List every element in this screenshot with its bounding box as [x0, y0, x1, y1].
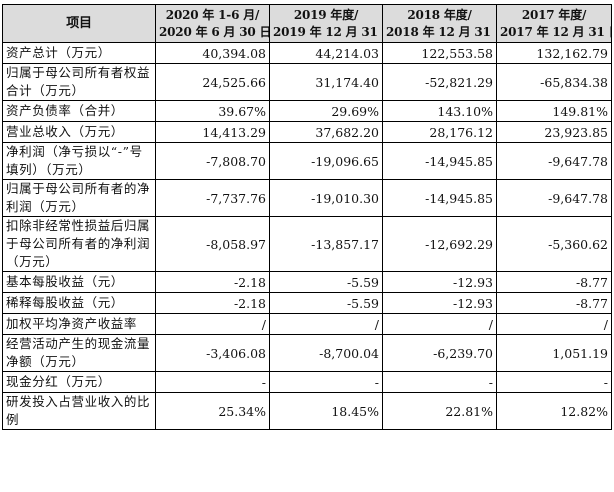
cell-2017: -8.77: [496, 292, 612, 314]
row-label: 稀释每股收益（元）: [2, 292, 156, 314]
cell-2020h1: /: [155, 313, 270, 335]
header-period-label: 2020 年 1-6 月/: [165, 7, 260, 22]
table-row: 净利润（净亏损以“-”号填列）（万元） -7,808.70 -19,096.65…: [2, 142, 612, 180]
row-label: 资产负债率（合并）: [2, 100, 156, 122]
cell-2019: -13,857.17: [269, 216, 383, 272]
table-row: 扣除非经常性损益后归属于母公司所有者的净利润（万元） -8,058.97 -13…: [2, 216, 612, 272]
cell-2019: -: [269, 371, 383, 393]
table-row: 归属于母公司所有者的净利润（万元） -7,737.76 -19,010.30 -…: [2, 179, 612, 217]
cell-2018: -12.93: [382, 292, 497, 314]
cell-2019: -19,010.30: [269, 179, 383, 217]
row-label: 现金分红（万元）: [2, 371, 156, 393]
cell-2017: 23,923.85: [496, 121, 612, 143]
cell-2019: -5.59: [269, 271, 383, 293]
table-row: 稀释每股收益（元） -2.18 -5.59 -12.93 -8.77: [2, 292, 612, 314]
row-label: 营业总收入（万元）: [2, 121, 156, 143]
table-row: 归属于母公司所有者权益合计（万元） 24,525.66 31,174.40 -5…: [2, 63, 612, 101]
cell-2018: 122,553.58: [382, 42, 497, 64]
cell-2020h1: -2.18: [155, 271, 270, 293]
header-date-label: 2018 年 12 月 31 日: [386, 24, 497, 39]
cell-2020h1: -7,808.70: [155, 142, 270, 180]
cell-2017: -9,647.78: [496, 142, 612, 180]
cell-2017: 12.82%: [496, 392, 612, 430]
table-row: 资产负债率（合并） 39.67% 29.69% 143.10% 149.81%: [2, 100, 612, 122]
table-row: 营业总收入（万元） 14,413.29 37,682.20 28,176.12 …: [2, 121, 612, 143]
cell-2019: 37,682.20: [269, 121, 383, 143]
cell-2018: 22.81%: [382, 392, 497, 430]
table-row: 资产总计（万元） 40,394.08 44,214.03 122,553.58 …: [2, 42, 612, 64]
cell-2020h1: -7,737.76: [155, 179, 270, 217]
cell-2017: -65,834.38: [496, 63, 612, 101]
cell-2019: 29.69%: [269, 100, 383, 122]
cell-2018: -52,821.29: [382, 63, 497, 101]
cell-2020h1: -2.18: [155, 292, 270, 314]
cell-2020h1: 25.34%: [155, 392, 270, 430]
cell-2017: -8.77: [496, 271, 612, 293]
header-cell-2019: 2019 年度/ 2019 年 12 月 31 日: [269, 4, 383, 43]
row-label: 归属于母公司所有者的净利润（万元）: [2, 179, 156, 217]
header-date-label: 2017 年 12 月 31 日: [500, 24, 612, 39]
row-label: 基本每股收益（元）: [2, 271, 156, 293]
cell-2018: -6,239.70: [382, 334, 497, 372]
row-label: 净利润（净亏损以“-”号填列）（万元）: [2, 142, 156, 180]
cell-2018: /: [382, 313, 497, 335]
cell-2017: 149.81%: [496, 100, 612, 122]
row-label: 经营活动产生的现金流量净额（万元）: [2, 334, 156, 372]
row-label: 归属于母公司所有者权益合计（万元）: [2, 63, 156, 101]
cell-2017: -5,360.62: [496, 216, 612, 272]
header-cell-item: 项目: [2, 4, 156, 43]
table-header-row: 项目 2020 年 1-6 月/ 2020 年 6 月 30 日 2019 年度…: [2, 4, 612, 43]
cell-2019: 31,174.40: [269, 63, 383, 101]
cell-2017: 1,051.19: [496, 334, 612, 372]
cell-2019: 18.45%: [269, 392, 383, 430]
cell-2019: -19,096.65: [269, 142, 383, 180]
cell-2019: 44,214.03: [269, 42, 383, 64]
cell-2018: 143.10%: [382, 100, 497, 122]
header-date-label: 2020 年 6 月 30 日: [159, 24, 270, 39]
cell-2020h1: 14,413.29: [155, 121, 270, 143]
header-period-label: 2018 年度/: [407, 7, 472, 22]
cell-2018: -14,945.85: [382, 142, 497, 180]
row-label: 加权平均净资产收益率: [2, 313, 156, 335]
cell-2020h1: 39.67%: [155, 100, 270, 122]
header-date-label: 2019 年 12 月 31 日: [273, 24, 383, 39]
cell-2019: /: [269, 313, 383, 335]
table-row: 现金分红（万元） - - - -: [2, 371, 612, 393]
table-row: 经营活动产生的现金流量净额（万元） -3,406.08 -8,700.04 -6…: [2, 334, 612, 372]
header-cell-2020h1: 2020 年 1-6 月/ 2020 年 6 月 30 日: [155, 4, 270, 43]
financial-summary-table: 项目 2020 年 1-6 月/ 2020 年 6 月 30 日 2019 年度…: [2, 4, 612, 430]
table-row: 基本每股收益（元） -2.18 -5.59 -12.93 -8.77: [2, 271, 612, 293]
cell-2018: -12.93: [382, 271, 497, 293]
cell-2020h1: -3,406.08: [155, 334, 270, 372]
cell-2017: /: [496, 313, 612, 335]
cell-2018: 28,176.12: [382, 121, 497, 143]
row-label: 研发投入占营业收入的比例: [2, 392, 156, 430]
cell-2020h1: 24,525.66: [155, 63, 270, 101]
cell-2017: -9,647.78: [496, 179, 612, 217]
row-label: 资产总计（万元）: [2, 42, 156, 64]
cell-2018: -14,945.85: [382, 179, 497, 217]
table-row: 加权平均净资产收益率 / / / /: [2, 313, 612, 335]
cell-2020h1: -8,058.97: [155, 216, 270, 272]
cell-2018: -12,692.29: [382, 216, 497, 272]
header-cell-2017: 2017 年度/ 2017 年 12 月 31 日: [496, 4, 612, 43]
cell-2017: -: [496, 371, 612, 393]
cell-2019: -5.59: [269, 292, 383, 314]
header-period-label: 2017 年度/: [521, 7, 587, 22]
cell-2020h1: 40,394.08: [155, 42, 270, 64]
cell-2019: -8,700.04: [269, 334, 383, 372]
header-item-label: 项目: [66, 16, 92, 31]
cell-2017: 132,162.79: [496, 42, 612, 64]
cell-2018: -: [382, 371, 497, 393]
cell-2020h1: -: [155, 371, 270, 393]
row-label: 扣除非经常性损益后归属于母公司所有者的净利润（万元）: [2, 216, 156, 272]
header-cell-2018: 2018 年度/ 2018 年 12 月 31 日: [382, 4, 497, 43]
table-row: 研发投入占营业收入的比例 25.34% 18.45% 22.81% 12.82%: [2, 392, 612, 430]
header-period-label: 2019 年度/: [293, 7, 359, 22]
